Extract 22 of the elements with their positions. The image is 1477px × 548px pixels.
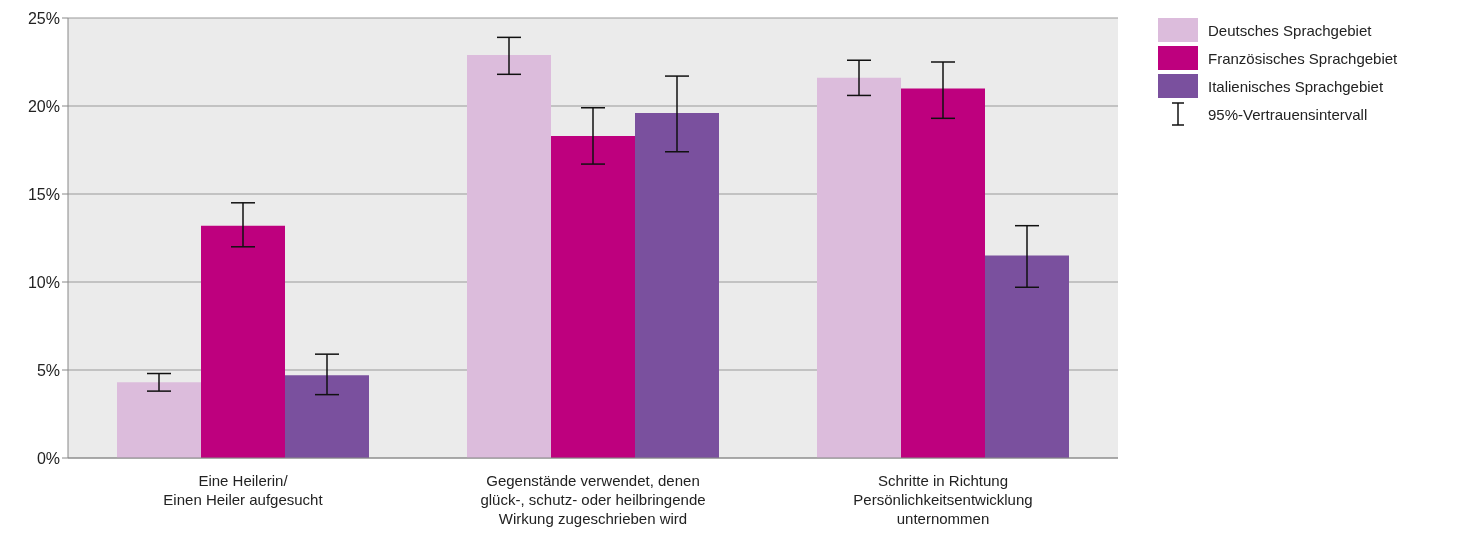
legend-label: Italienisches Sprachgebiet: [1208, 77, 1384, 95]
x-tick-label: Gegenstände verwendet, denen glück-, schutz- oder heilbringende Wirkung zugeschrieben wird: [480, 472, 706, 527]
y-tick-label: 15%: [27, 185, 60, 203]
bar: [201, 225, 285, 458]
text: 95%-Vertrauensintervall: [1208, 105, 1368, 123]
bar: [817, 77, 901, 458]
bar: [467, 54, 551, 458]
legend-label: Deutsches Sprachgebiet: [1208, 21, 1372, 39]
y-tick-label: 5%: [36, 361, 60, 379]
y-tick-label: 20%: [27, 97, 60, 115]
legend-label: Französisches Sprachgebiet: [1208, 49, 1398, 67]
x-tick-label: Eine Heilerin/ Einen Heiler aufgesucht: [163, 472, 324, 508]
bar: [901, 88, 985, 458]
x-tick-label: Schritte in Richtung Persönlichkeitsentwicklung unternommen: [853, 472, 1033, 527]
y-tick-label: 0%: [36, 449, 60, 467]
bar: [985, 255, 1069, 458]
bar: [551, 135, 635, 458]
y-tick-label: 10%: [27, 273, 60, 291]
y-tick-label: 25%: [27, 9, 60, 27]
bar: [285, 375, 369, 458]
bar: [635, 113, 719, 458]
bar: [117, 382, 201, 458]
